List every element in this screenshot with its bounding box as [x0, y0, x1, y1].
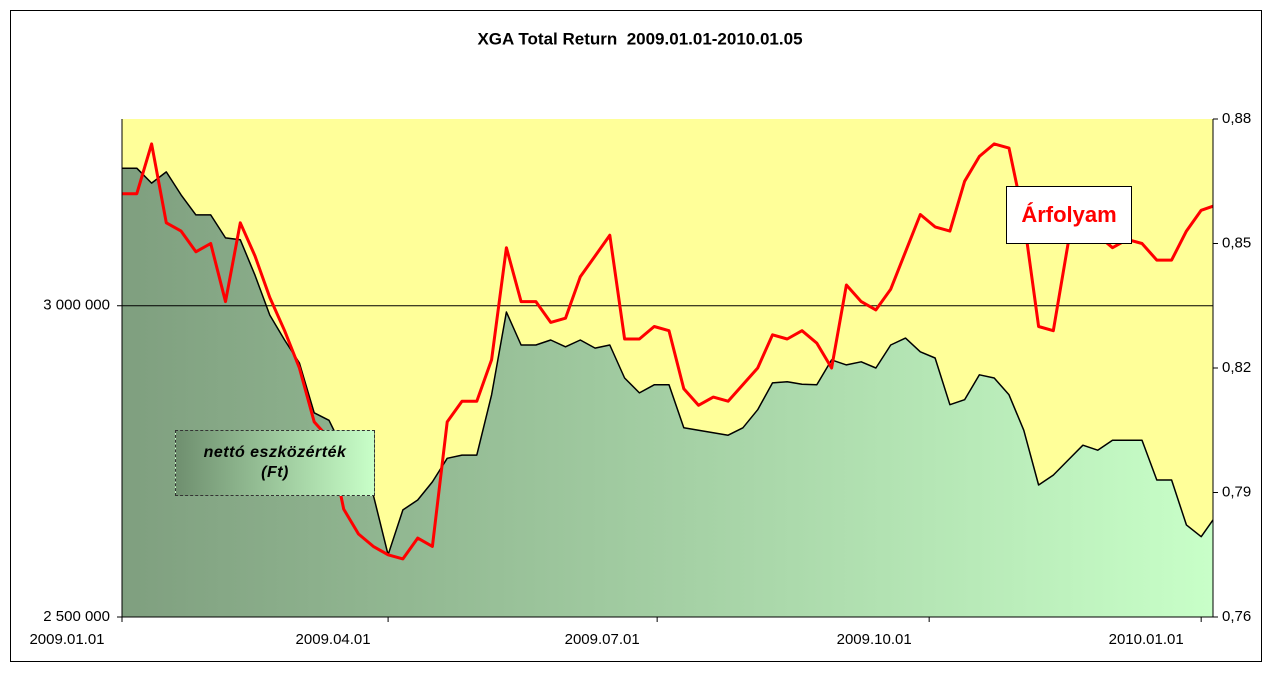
y2-tick-label: 0,88 [1222, 110, 1251, 127]
area [122, 168, 1213, 617]
chart-title: XGA Total Return 2009.01.01-2010.01.05 [477, 29, 802, 48]
y-tick-label: 3 000 000 [43, 297, 110, 314]
line [122, 167, 1214, 556]
legend-label: nettó eszközérték (Ft) [203, 444, 347, 481]
x-tick-label: 2009.07.01 [565, 631, 640, 648]
x-tick-label: 2009.04.01 [296, 631, 371, 648]
x-tick-label: 2009.01.01 [29, 631, 104, 648]
y2-tick-label: 0,85 [1222, 234, 1251, 251]
x-tick-label: 2009.10.01 [837, 631, 912, 648]
legend-nav: nettó eszközérték (Ft) [175, 430, 375, 496]
y2-tick-label: 0,82 [1222, 359, 1251, 376]
line [122, 142, 1214, 561]
y2-tick-label: 0,76 [1222, 608, 1251, 625]
legend-label: Árfolyam [1021, 202, 1117, 227]
legend-price: Árfolyam [1006, 186, 1132, 244]
y2-tick-label: 0,79 [1222, 483, 1251, 500]
y-tick-label: 2 500 000 [43, 608, 110, 625]
x-tick-label: 2010.01.01 [1109, 631, 1184, 648]
